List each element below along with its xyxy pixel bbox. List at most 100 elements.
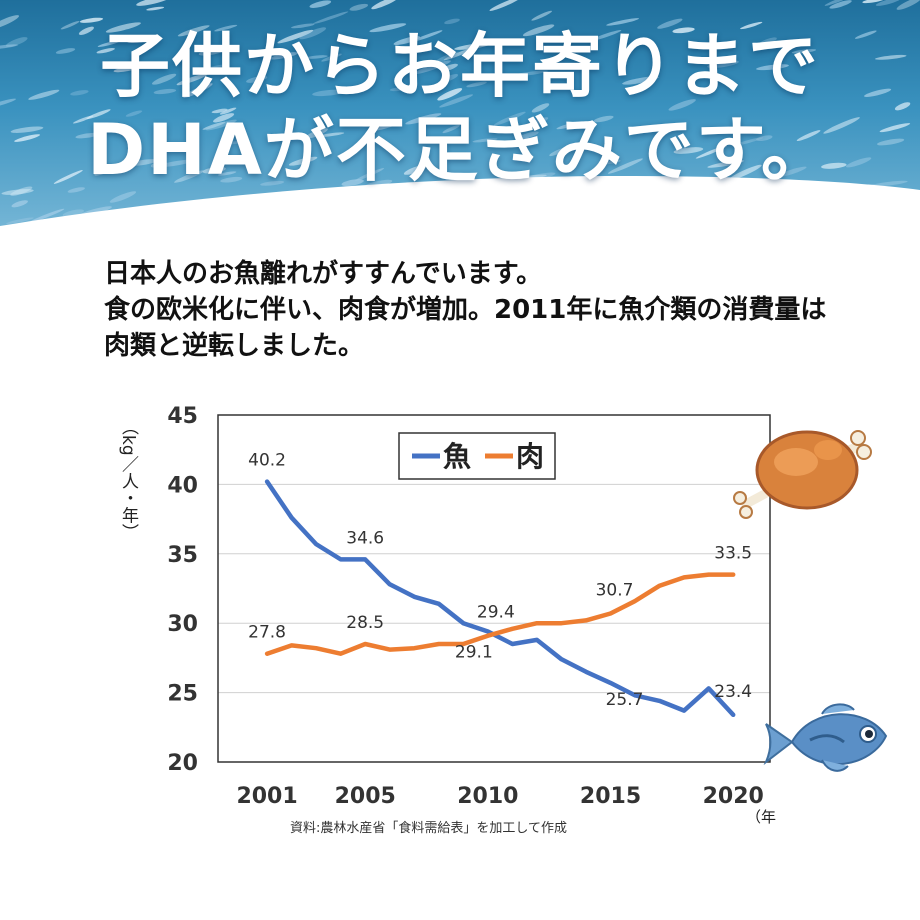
intro-line-1: 日本人のお魚離れがすすんでいます。: [104, 259, 543, 289]
sardine-shape: [796, 130, 821, 142]
x-tick-label: 2020: [703, 784, 764, 809]
x-axis-label: （年: [746, 808, 776, 826]
meat-icon: [733, 430, 872, 519]
sardine-shape: [756, 64, 789, 71]
intro-line-3: 肉類と逆転しました。: [104, 331, 365, 361]
sardine-shape: [371, 0, 399, 10]
data-label: 40.2: [248, 451, 286, 471]
sardine-shape: [0, 44, 18, 50]
sardine-shape: [875, 0, 901, 6]
sardine-shape: [502, 127, 522, 134]
sardine-shape: [75, 132, 99, 139]
intro-line-2: 食の欧米化に伴い、肉食が増加。2011年に魚介類の消費量は: [104, 295, 827, 325]
sardine-shape: [0, 15, 20, 29]
sardine-shape: [1, 189, 34, 195]
sardine-shape: [521, 117, 549, 130]
sardine-shape: [821, 162, 847, 169]
sardine-shape: [97, 40, 121, 47]
sardine-shape: [213, 113, 235, 123]
sardine-shape: [27, 208, 65, 224]
sardine-shape: [359, 120, 384, 127]
sardine-shape: [864, 88, 892, 97]
sardine-shape: [735, 137, 764, 146]
y-tick-label: 40: [167, 473, 198, 498]
fish-series-line: [264, 479, 736, 718]
sardine-shape: [355, 168, 385, 181]
sardine-school-image: [0, 0, 920, 233]
sardine-shape: [606, 18, 640, 26]
x-tick-labels: 2001 2005 2010 2015 2020: [236, 784, 763, 809]
sardine-shape: [437, 88, 463, 101]
headline-line-2: DHAが不足ぎみです。: [87, 109, 833, 191]
data-label: 34.6: [346, 528, 384, 548]
sardine-shape: [214, 24, 238, 32]
sardine-shape: [105, 22, 141, 33]
x-tick-label: 2005: [335, 784, 396, 809]
sardine-shape: [220, 176, 243, 183]
legend: 魚 肉: [398, 432, 556, 480]
sardine-shape: [556, 121, 584, 130]
sardine-shape: [740, 21, 763, 30]
x-tick-label: 2001: [236, 784, 297, 809]
sardine-shape: [5, 217, 34, 224]
sardine-shape: [291, 23, 315, 29]
sardine-shape: [94, 163, 120, 176]
sardine-shape: [10, 126, 44, 133]
sardine-shape: [876, 138, 905, 146]
data-label: 28.5: [346, 613, 384, 633]
sardine-shape: [607, 158, 643, 174]
sardine-shape: [442, 124, 460, 134]
sardine-shape: [414, 60, 451, 75]
legend-label-fish: 魚: [443, 440, 471, 473]
consumption-line-chart: 20 25 30 35 40 45 2001 2005 2010 2015 2020 40.2 34…: [118, 404, 776, 836]
sardine-shape: [862, 0, 886, 4]
sardine-shape: [829, 0, 852, 9]
sardine-shape: [317, 132, 345, 138]
sardine-shape: [604, 159, 621, 165]
sardine-shape: [277, 29, 314, 44]
sardine-shape: [510, 70, 549, 77]
sardine-shape: [756, 135, 773, 142]
sardine-shape: [879, 123, 911, 133]
sardine-shape: [673, 147, 704, 154]
sardine-shape: [202, 166, 226, 174]
sardine-shape: [136, 0, 172, 6]
sardine-shape: [531, 10, 552, 21]
sardine-shape: [441, 63, 458, 72]
sardine-shape: [707, 60, 739, 69]
sardine-shape: [157, 159, 195, 168]
sardine-shape: [466, 81, 487, 88]
sardine-shape: [389, 87, 406, 92]
sardine-shape: [53, 169, 83, 184]
sardine-shape: [443, 47, 474, 61]
sardine-shape: [11, 200, 28, 208]
sardine-shape: [672, 27, 695, 34]
sardine-shape: [28, 89, 60, 100]
y-tick-label: 35: [167, 543, 198, 568]
x-tick-label: 2010: [457, 784, 518, 809]
sardine-shape: [824, 0, 853, 6]
sardine-shape: [823, 117, 860, 134]
sardine-shape: [206, 119, 237, 131]
data-label: 29.4: [477, 603, 515, 623]
sardine-shape: [288, 156, 318, 166]
sardine-shape: [246, 75, 268, 83]
sardine-shape: [153, 88, 177, 95]
plot-area-border: [217, 414, 771, 763]
sardine-shape: [875, 54, 907, 60]
sardine-shape: [312, 89, 344, 97]
sardine-shape: [341, 179, 364, 187]
sardine-shape: [198, 48, 225, 56]
y-tick-label: 20: [167, 751, 198, 776]
sardine-shape: [150, 161, 167, 168]
sardine-shape: [127, 38, 148, 44]
sardine-shape: [78, 26, 94, 35]
sardine-shape: [211, 108, 228, 114]
sardine-shape: [522, 24, 555, 37]
y-tick-labels: 20 25 30 35 40 45: [167, 404, 198, 776]
sardine-shape: [791, 49, 817, 54]
data-label: 30.7: [596, 580, 634, 600]
sardine-shape: [174, 170, 204, 183]
sardine-shape: [894, 102, 911, 111]
sardine-shape: [0, 98, 17, 109]
